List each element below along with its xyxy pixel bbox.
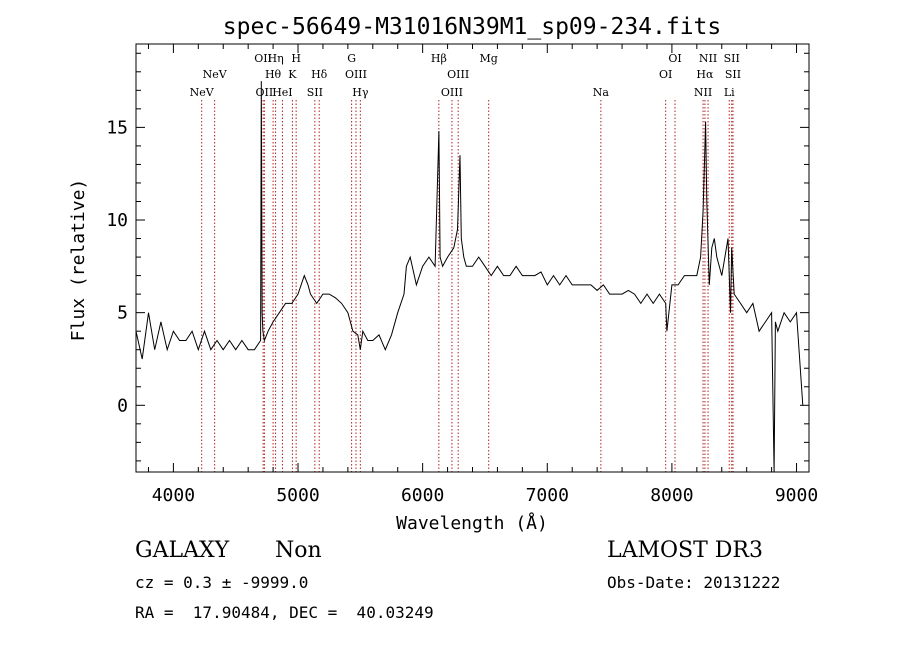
- line-label: HeI: [272, 86, 292, 99]
- line-label: OIII: [345, 68, 367, 81]
- line-label: NII: [694, 86, 712, 99]
- line-label: NeV: [190, 86, 215, 99]
- x-tick-label: 7000: [526, 485, 569, 506]
- line-label: Li: [724, 86, 735, 99]
- x-axis-ticks: 4000 5000 6000 7000 8000 9000: [147, 44, 818, 506]
- line-label: SII: [725, 68, 741, 81]
- line-label: H: [291, 52, 301, 65]
- line-label: SII: [307, 86, 323, 99]
- line-label: Hα: [696, 68, 714, 81]
- y-axis-label: Flux (relative): [68, 179, 89, 342]
- line-label: SII: [724, 52, 740, 65]
- obs-date: Obs-Date: 20131222: [607, 573, 781, 592]
- object-subclass: Non: [275, 538, 322, 563]
- line-label: Hη: [267, 52, 283, 65]
- line-label: Hβ: [431, 52, 447, 65]
- coordinates: RA = 17.90484, DEC = 40.03249: [135, 603, 434, 622]
- line-label: Na: [593, 86, 610, 99]
- line-label: OIII: [447, 68, 469, 81]
- spectrum-line: [135, 81, 804, 473]
- object-class: GALAXY: [135, 538, 230, 563]
- line-label: OI: [659, 68, 672, 81]
- line-label: OII: [254, 52, 272, 65]
- spectrum-chart: spec-56649-M31016N39M1_sp09-234.fits NeV…: [68, 14, 818, 534]
- y-tick-label: 5: [117, 303, 128, 324]
- line-label: OIII: [441, 86, 463, 99]
- y-tick-label: 0: [117, 395, 128, 416]
- line-label: OII: [256, 86, 274, 99]
- survey-name: LAMOST DR3: [607, 538, 763, 563]
- line-label: Hθ: [265, 68, 282, 81]
- x-tick-label: 5000: [276, 485, 319, 506]
- x-tick-label: 4000: [152, 485, 195, 506]
- line-label: Hγ: [352, 86, 369, 99]
- line-label: G: [347, 52, 356, 65]
- line-label: NII: [699, 52, 717, 65]
- x-tick-label: 6000: [401, 485, 444, 506]
- chart-title: spec-56649-M31016N39M1_sp09-234.fits: [223, 14, 722, 40]
- x-tick-label: 8000: [650, 485, 693, 506]
- x-tick-label: 9000: [775, 485, 818, 506]
- line-label: OI: [668, 52, 681, 65]
- line-label: NeV: [203, 68, 228, 81]
- line-label: Hδ: [311, 68, 328, 81]
- redshift-text: cz = 0.3 ± -9999.0: [135, 573, 309, 592]
- y-tick-label: 15: [106, 117, 128, 138]
- line-label: Mg: [480, 52, 498, 65]
- line-label: K: [288, 68, 297, 81]
- y-axis-ticks: 0 5 10 15: [106, 52, 809, 462]
- y-tick-label: 10: [106, 210, 128, 231]
- x-axis-label: Wavelength (Å): [396, 512, 548, 534]
